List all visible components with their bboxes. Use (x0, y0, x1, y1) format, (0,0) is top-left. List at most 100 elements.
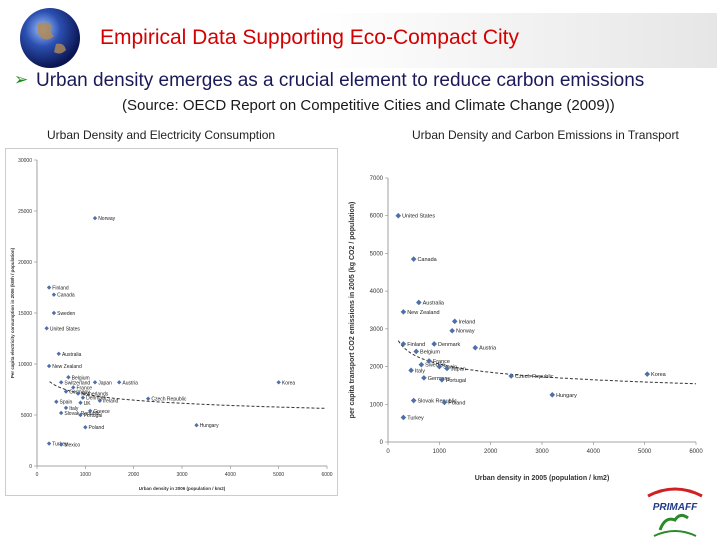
x-tick-label: 2000 (484, 449, 498, 455)
data-label: United States (50, 326, 81, 332)
data-point (78, 412, 83, 418)
data-point (63, 405, 69, 411)
data-point (549, 392, 556, 398)
data-point (92, 380, 98, 385)
x-tick-label: 3000 (176, 472, 187, 478)
data-label: Korea (651, 372, 667, 378)
data-label: Ireland (459, 319, 476, 325)
source-citation: (Source: OECD Report on Competitive Citi… (122, 97, 615, 114)
data-label: Hungary (200, 423, 219, 429)
x-tick-label: 4000 (225, 472, 236, 478)
data-point (451, 318, 458, 325)
data-label: Ireland (103, 399, 119, 405)
data-label: Mexico (64, 443, 80, 449)
y-tick-label: 1000 (370, 402, 384, 408)
data-point (400, 414, 407, 421)
y-axis-label: Per capita electricity consumption in 20… (10, 247, 15, 378)
data-label: Germany (428, 376, 451, 382)
data-point (71, 385, 76, 390)
data-point (145, 396, 151, 401)
x-tick-label: 0 (386, 449, 390, 455)
data-point (426, 358, 432, 364)
data-label: Sweden (57, 311, 75, 317)
data-label: Belgium (420, 349, 440, 355)
data-label: Portugal (84, 413, 103, 419)
y-tick-label: 10000 (18, 362, 32, 368)
data-point (54, 399, 59, 404)
data-label: Greece (93, 409, 110, 415)
data-label: Japan (98, 380, 112, 386)
data-point (78, 400, 83, 405)
data-label: Switzerland (64, 380, 90, 386)
data-point (58, 410, 64, 416)
x-tick-label: 1000 (80, 472, 91, 478)
data-point (63, 389, 69, 394)
y-tick-label: 6000 (370, 214, 384, 220)
data-label: Belgium (72, 375, 90, 381)
y-tick-label: 25000 (18, 209, 32, 215)
data-label: Australia (423, 300, 445, 306)
x-tick-label: 5000 (638, 449, 652, 455)
data-label: Spain (60, 400, 73, 406)
data-point (431, 341, 437, 347)
data-label: Czech Republic (515, 374, 554, 380)
data-label: Germany (69, 390, 90, 396)
x-tick-label: 0 (36, 472, 39, 478)
data-point (83, 425, 88, 430)
data-label: Canada (57, 293, 75, 299)
globe-icon (20, 8, 80, 68)
data-label: Norway (456, 329, 475, 335)
data-label: Canada (417, 257, 437, 263)
data-point (439, 376, 445, 383)
data-point (46, 363, 52, 369)
data-label: France (433, 359, 450, 365)
data-label: Slovak Republic (417, 399, 457, 405)
data-point (46, 441, 52, 446)
data-point (441, 399, 448, 406)
data-label: United States (402, 214, 435, 220)
data-point (436, 363, 443, 370)
y-tick-label: 2000 (370, 365, 384, 371)
data-point (644, 371, 651, 377)
chart-frame (5, 148, 338, 496)
chart-frame (338, 150, 718, 490)
data-point (75, 391, 81, 396)
logo-text: PRIMAFF (653, 502, 698, 513)
data-label: Slovak Republic (64, 411, 100, 417)
data-label: Japan (451, 366, 466, 372)
data-label: Austria (479, 346, 497, 352)
x-axis-label: Urban density in 2006 (population / km2) (139, 486, 226, 491)
primaff-logo: PRIMAFF (647, 487, 703, 537)
data-point (276, 380, 281, 385)
data-point (400, 309, 407, 315)
chart-2-title: Urban Density and Carbon Emissions in Tr… (412, 128, 679, 142)
data-point (58, 380, 64, 385)
data-label: Turkey (407, 415, 424, 421)
data-label: Portugal (446, 378, 467, 384)
data-label: France (76, 385, 92, 391)
data-label: Korea (282, 380, 296, 386)
data-label: Italy (415, 368, 425, 374)
data-point (51, 310, 57, 316)
x-tick-label: 5000 (273, 472, 284, 478)
data-label: Australia (62, 352, 82, 358)
data-point (44, 326, 49, 331)
data-point (58, 442, 64, 447)
page-title: Empirical Data Supporting Eco-Compact Ci… (100, 26, 519, 49)
x-tick-label: 6000 (689, 449, 703, 455)
bullet-text: Urban density emerges as a crucial eleme… (36, 70, 645, 91)
data-point (421, 375, 427, 381)
data-point (46, 285, 52, 290)
data-label: Sweden (425, 363, 445, 369)
data-label: Hungary (556, 393, 577, 399)
x-tick-label: 3000 (535, 449, 549, 455)
data-label: Netherlands (81, 392, 108, 398)
y-tick-label: 4000 (370, 289, 384, 295)
data-point (395, 212, 402, 219)
data-point (92, 215, 98, 221)
x-axis-label: Urban density in 2005 (population / km2) (475, 475, 610, 482)
data-label: New Zealand (407, 310, 439, 316)
data-point (416, 299, 422, 306)
data-label: Poland (89, 425, 105, 431)
trend-line (49, 381, 326, 409)
